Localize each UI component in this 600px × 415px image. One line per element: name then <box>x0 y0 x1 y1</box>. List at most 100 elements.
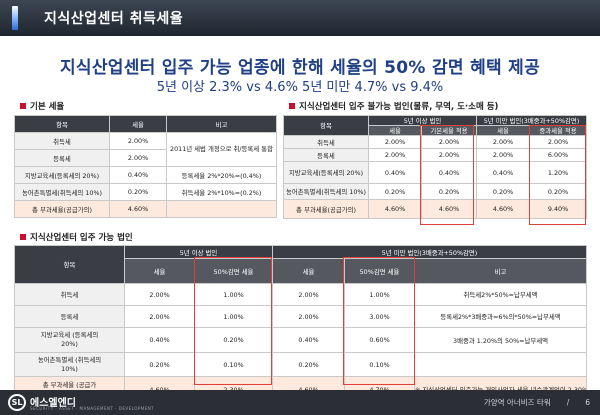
rate-cell: 1.00% <box>194 283 273 306</box>
row-label: 지방교육세(등록세의 20%) <box>283 161 369 184</box>
bullet-square-icon <box>20 234 26 240</box>
column-header: 항목 <box>14 245 125 284</box>
rate-cell: 0.60% <box>344 327 415 353</box>
excluded-section-title: 지식산업센터 입주 불가능 법인(물류, 무역, 도·소매 등) <box>289 100 498 112</box>
table-row: 취득세 2.00% 2.00% 2.00% 2.00% <box>283 135 588 149</box>
row-label: 총 부과세율(공급가의) <box>14 200 110 218</box>
column-header: 비고 <box>166 115 277 133</box>
rate-cell: 2.00% <box>368 135 422 149</box>
building-name: 가양역 아너비즈 타워 <box>483 398 551 407</box>
note-cell: 등록세율 2%*20%=(0.4%) <box>166 166 277 184</box>
rate-cell: 0.20% <box>272 352 345 377</box>
allowed-section-label: 지식산업센터 입주 가능 법인 <box>30 233 133 243</box>
company-logo-icon: SL <box>8 394 26 411</box>
table-row: 농어촌특별세(취득세의 10%) 0.20% 취득세율 2%*10%=(0.2%… <box>14 183 277 201</box>
column-header: 항목 <box>14 115 110 133</box>
rate-cell: 3.00% <box>344 305 415 328</box>
rate-cell: 0.20% <box>368 183 422 200</box>
row-label: 농어촌특별세(취득세의 10%) <box>14 183 110 201</box>
rate-cell: 2.00% <box>272 283 345 306</box>
bullet-square-icon <box>20 103 26 109</box>
rate-cell: 2.00% <box>528 135 588 149</box>
rate-cell: 0.20% <box>421 183 477 200</box>
rate-cell: 0.20% <box>476 183 530 200</box>
table-row: 농어촌특별세(취득세의 10%) 0.20% 0.20% 0.20% 0.20% <box>283 183 588 200</box>
group-header: 5년 미만 법인(3배중과+50%감면) <box>271 245 588 259</box>
note-cell <box>166 200 277 218</box>
rate-cell: 4.60% <box>421 199 477 219</box>
rate-cell: 0.20% <box>124 352 195 377</box>
rate-cell: 2.00% <box>421 148 477 162</box>
rate-cell: 0.20% <box>109 183 167 201</box>
top-bar: 지식산업센터 취득세율 <box>0 0 600 36</box>
note-cell: 취득세율 2%*10%=(0.2%) <box>166 183 277 201</box>
row-label: 총 부과세율(공급가의) <box>283 199 369 219</box>
rate-cell: 1.00% <box>344 283 415 306</box>
rate-cell: 6.00% <box>528 148 588 162</box>
company-name: 에스엘엔디 <box>30 398 76 409</box>
note-cell: 3배중과 1.20%의 50%=납부세액 <box>413 327 588 353</box>
rate-cell: 2.00% <box>368 148 422 162</box>
allowed-section-title: 지식산업센터 입주 가능 법인 <box>20 231 133 243</box>
rate-cell: 0.40% <box>272 327 345 353</box>
sub-header: 세율 <box>368 125 422 136</box>
sub-header: 기본세율 적용 <box>421 125 477 136</box>
column-header: 세율 <box>109 115 167 133</box>
table-row: 등록세 2.00% 1.00% 2.00% 3.00% 등록세2%*3배중과=6… <box>14 305 588 328</box>
excluded-section-label: 지식산업센터 입주 불가능 법인(물류, 무역, 도·소매 등) <box>299 102 499 112</box>
table-row: 취득세 2.00% 2011년 세법 개정으로 취/등록세 통합 <box>14 132 277 167</box>
table-row: 지방교육세(등록세의 20%) 0.40% 0.40% 0.40% 1.20% <box>283 161 588 184</box>
rate-cell: 2.00% <box>124 305 195 328</box>
rate-cell: 2.00% <box>421 135 477 149</box>
logo-bar-icon <box>12 6 18 30</box>
note-cell: 등록세2%*3배중과=6%의*50%=납부세액 <box>413 305 588 328</box>
rate-cell: 0.40% <box>421 161 477 184</box>
table-row: 지방교육세(등록세의 20%) 0.40% 등록세율 2%*20%=(0.4%) <box>14 166 277 184</box>
table-row: 지방교육세 (등록세의 20%) 0.40% 0.20% 0.40% 0.60%… <box>14 327 588 353</box>
sub-header: 세율 <box>272 258 345 284</box>
table-row: 등록세 2.00% 2.00% 2.00% 6.00% <box>283 148 588 162</box>
row-label: 농어촌특별세 (취득세의 10%) <box>14 352 125 377</box>
rate-cell: 0.40% <box>368 161 422 184</box>
sub-header: 세율 <box>476 125 530 136</box>
row-label: 취득세 <box>283 135 369 149</box>
row-label: 지방교육세(등록세의 20%) <box>14 166 110 184</box>
sub-header: 세율 <box>124 258 195 284</box>
note-cell <box>413 352 588 377</box>
basic-section-title: 기본 세율 <box>20 100 64 112</box>
footer-separator: / <box>566 398 570 407</box>
group-header: 5년 이상 법인 <box>368 115 477 126</box>
headline: 지식산업센터 입주 가능 업종에 한해 세율의 50% 감면 혜택 제공 <box>59 58 541 78</box>
sub-header: 50%감면 세율 <box>344 258 415 284</box>
rate-cell: 2.00% <box>124 283 195 306</box>
rate-cell: 2.00% <box>272 305 345 328</box>
rate-cell: 2.00% <box>109 149 167 167</box>
rate-cell: 1.00% <box>194 305 273 328</box>
rate-cell: 9.40% <box>528 199 588 219</box>
rate-cell: 0.10% <box>344 352 415 377</box>
bullet-square-icon <box>289 103 295 109</box>
table-row: 취득세 2.00% 1.00% 2.00% 1.00% 취득세2%*50%=납부… <box>14 283 588 306</box>
group-header: 5년 이상 법인 <box>124 245 273 259</box>
row-label: 등록세 <box>14 149 110 167</box>
basic-tax-table: 항목 세율 비고 취득세 2.00% 2011년 세법 개정으로 취/등록세 통… <box>14 115 277 218</box>
sub-header: 비고 <box>413 258 588 284</box>
basic-section-label: 기본 세율 <box>30 102 65 112</box>
total-row: 총 부과세율(공급가의) 4.60% <box>14 200 277 218</box>
rate-cell: 4.60% <box>368 199 422 219</box>
rate-cell: 2.00% <box>476 135 530 149</box>
row-label: 등록세 <box>283 148 369 162</box>
rate-cell: 0.10% <box>194 352 273 377</box>
footer-info: 가양역 아너비즈 타워 / 6 <box>484 397 590 408</box>
footer: SL 에스엘엔디 SECURITY · ASSET · MANAGEMENT ·… <box>0 390 600 415</box>
row-label: 취득세 <box>14 132 110 150</box>
rate-cell: 2.00% <box>109 132 167 150</box>
rate-cell: 0.40% <box>109 166 167 184</box>
allowed-tax-table: 항목 5년 이상 법인 5년 미만 법인(3배중과+50%감면) 세율 50%감… <box>14 245 588 403</box>
row-label: 취득세 <box>14 283 125 306</box>
rate-cell: 0.40% <box>124 327 195 353</box>
merged-note-cell: 2011년 세법 개정으로 취/등록세 통합 <box>166 132 277 167</box>
subline: 5년 이상 2.3% vs 4.6% 5년 미만 4.7% vs 9.4% <box>156 80 444 95</box>
sub-header: 50%감면 세율 <box>194 258 273 284</box>
page-number: 6 <box>585 398 590 407</box>
